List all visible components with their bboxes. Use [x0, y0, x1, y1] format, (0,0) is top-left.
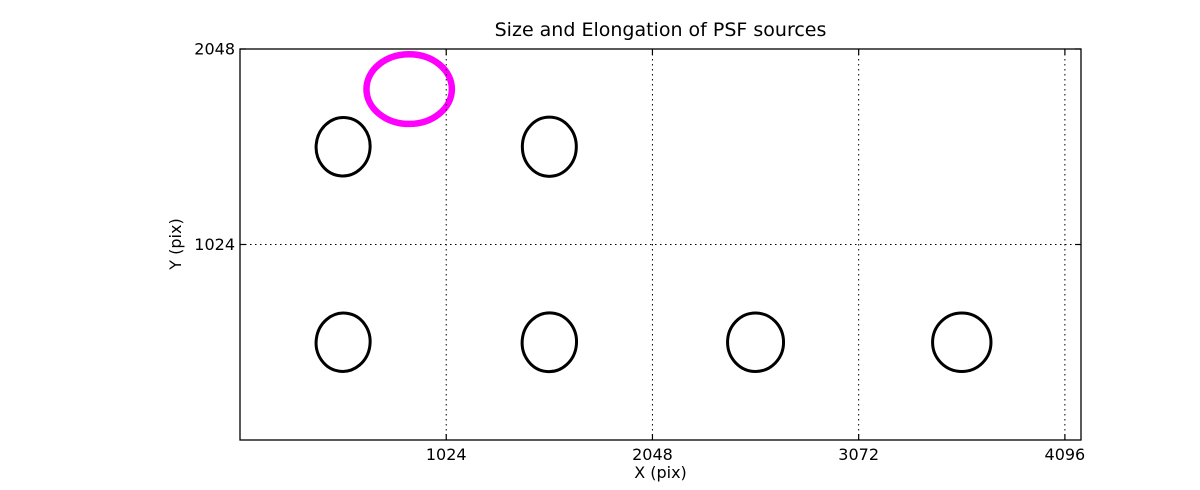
psf-ellipse [726, 311, 786, 373]
x-tick-label-4096: 4096 [1045, 445, 1086, 464]
y-tick-label-2048: 2048 [194, 40, 235, 59]
psf-ellipse [520, 311, 579, 374]
psf-ellipse [314, 311, 372, 373]
y-tick-label-1024: 1024 [194, 235, 235, 254]
psf-ellipse [314, 116, 372, 178]
psf-ellipse [931, 311, 993, 373]
psf-ellipse-highlight [363, 51, 456, 128]
chart-title: Size and Elongation of PSF sources [494, 19, 827, 41]
x-tick-label-3072: 3072 [838, 445, 879, 464]
x-axis-label: X (pix) [634, 463, 687, 482]
x-tick-label-2048: 2048 [632, 445, 673, 464]
psf-ellipse [520, 115, 578, 178]
x-tick-label-1024: 1024 [426, 445, 467, 464]
